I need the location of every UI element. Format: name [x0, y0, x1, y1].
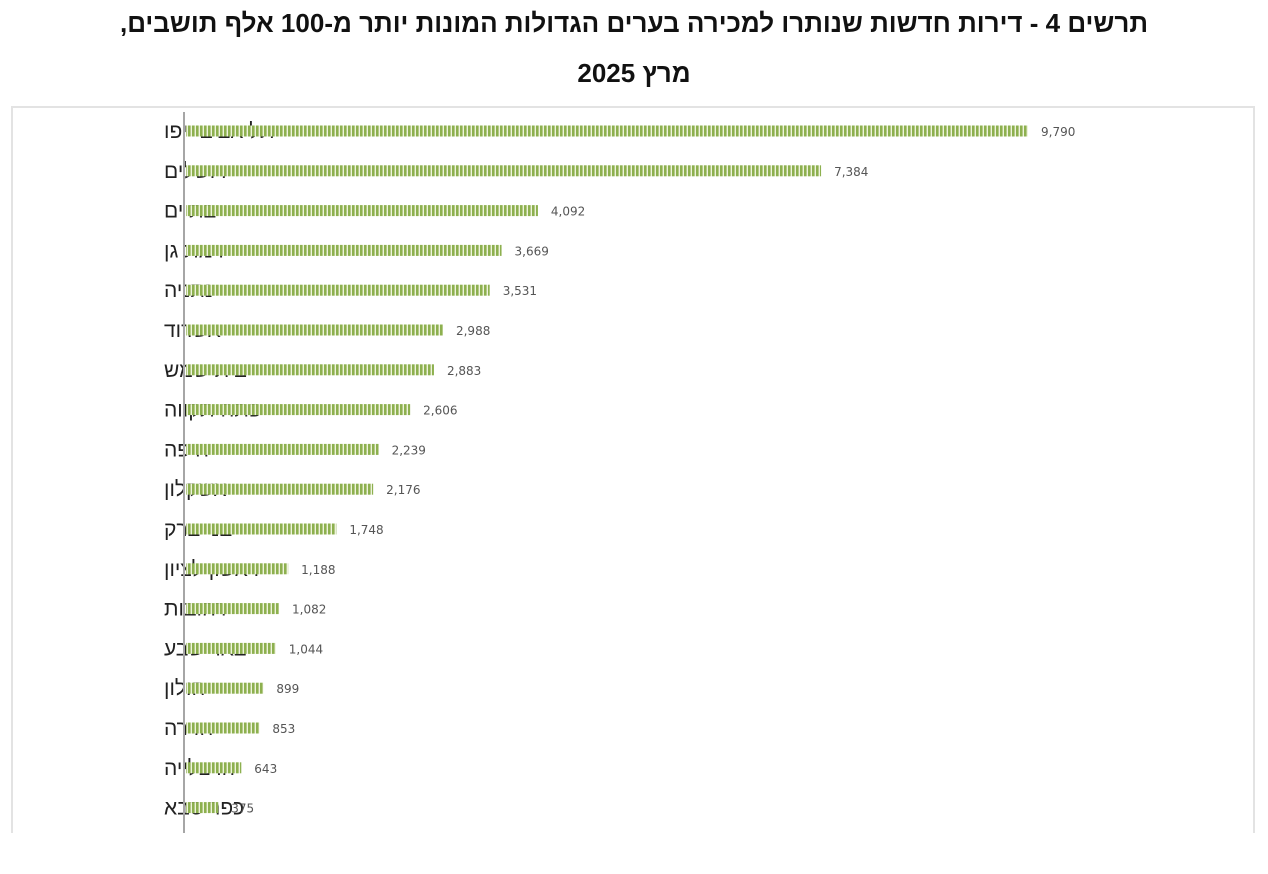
data-label: 2,176: [386, 483, 420, 497]
data-label: 3,669: [515, 244, 549, 258]
bar: [186, 563, 289, 575]
bar: [186, 364, 434, 376]
data-label: 2,883: [447, 364, 481, 378]
data-label: 3,531: [503, 284, 537, 298]
chart-frame: [11, 106, 1255, 833]
bar: [186, 284, 490, 296]
bar: [186, 523, 337, 535]
bar: [186, 802, 219, 814]
data-label: 1,748: [349, 523, 383, 537]
data-label: 1,188: [301, 563, 335, 577]
bar: [186, 205, 538, 217]
bar: [186, 603, 280, 615]
bar: [186, 165, 822, 177]
data-label: 375: [231, 802, 254, 816]
chart-title-line-1: תרשים 4 - דירות חדשות שנותרו למכירה בערי…: [120, 8, 1148, 38]
bar: [186, 324, 443, 336]
data-label: 4,092: [551, 205, 585, 219]
data-label: 1,044: [289, 642, 323, 656]
bar: [186, 404, 411, 416]
bar: [186, 722, 260, 734]
bar: [186, 762, 242, 774]
bar: [186, 682, 264, 694]
data-label: 2,239: [392, 443, 426, 457]
bar: [186, 443, 379, 455]
bar: [186, 244, 502, 256]
bar: [186, 642, 276, 654]
bar: [186, 125, 1028, 137]
data-label: 9,790: [1041, 125, 1075, 139]
data-label: 643: [254, 762, 277, 776]
data-label: 7,384: [834, 165, 868, 179]
bar: [186, 483, 374, 495]
data-label: 2,988: [456, 324, 490, 338]
data-label: 1,082: [292, 603, 326, 617]
data-label: 2,606: [423, 404, 457, 418]
data-label: 899: [276, 682, 299, 696]
data-label: 853: [272, 722, 295, 736]
chart-title-line-2: מרץ 2025: [577, 58, 691, 88]
